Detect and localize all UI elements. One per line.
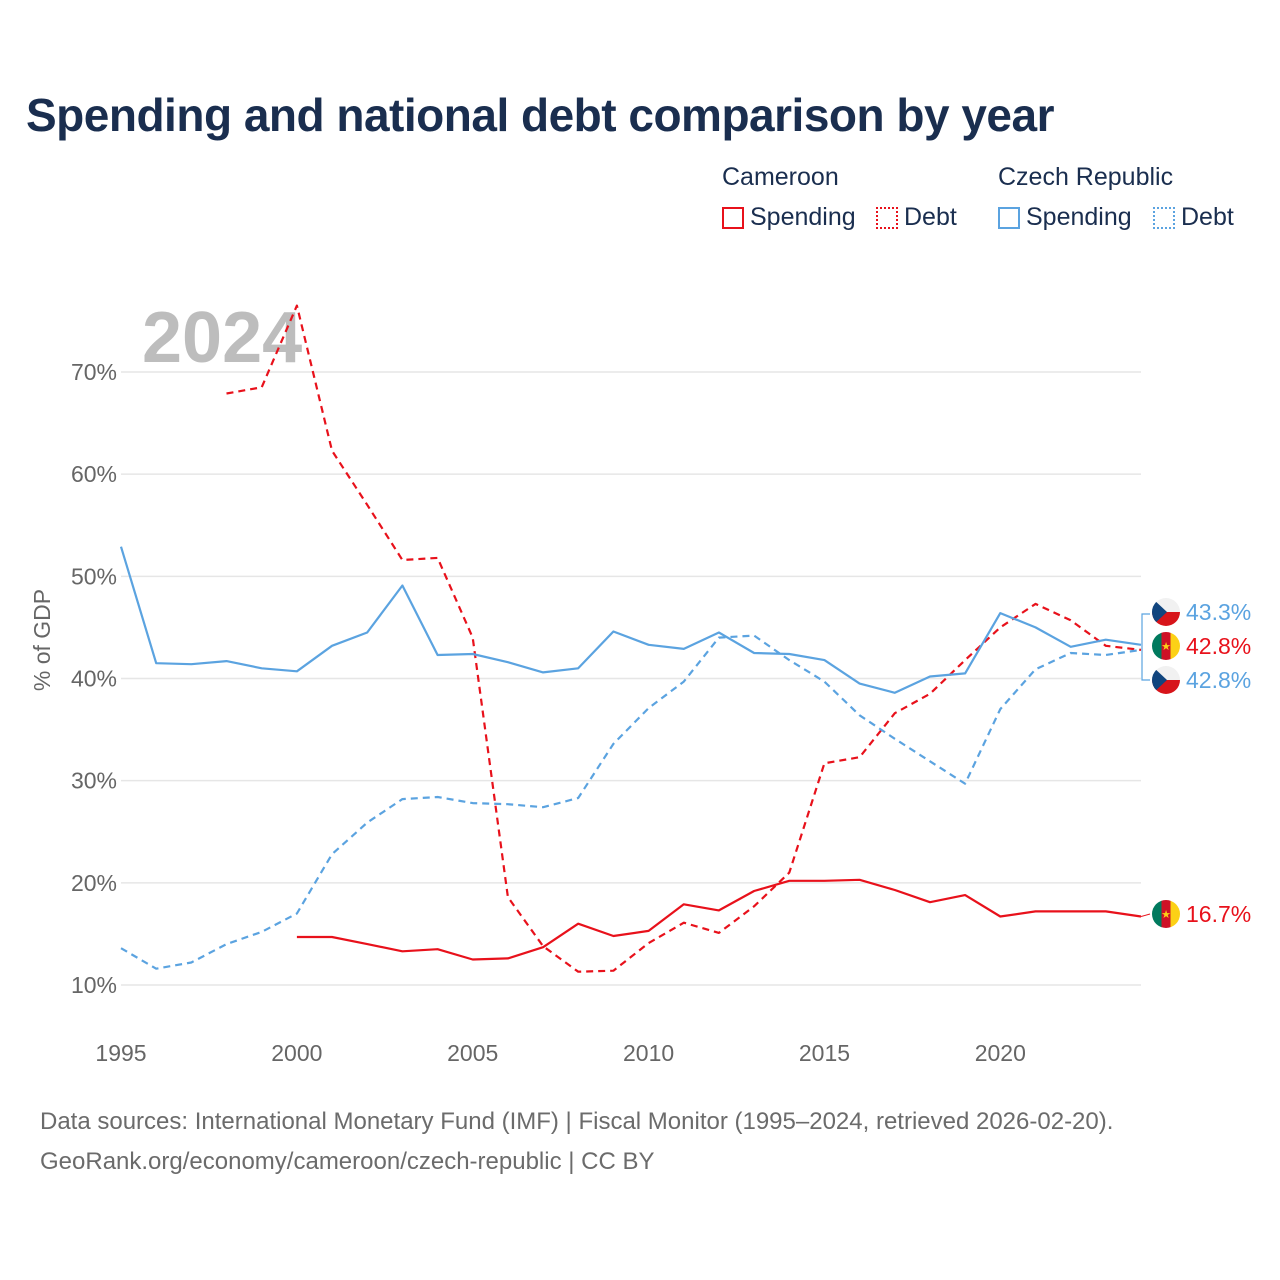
legend-czech-spending[interactable]: Spending bbox=[998, 203, 1132, 232]
x-tick-label: 2015 bbox=[799, 1040, 850, 1066]
chart-title: Spending and national debt comparison by… bbox=[26, 89, 1055, 141]
czech-republic-spending-line[interactable] bbox=[119, 546, 1142, 694]
legend-cameroon-heading: Cameroon bbox=[722, 163, 839, 191]
legend-cameroon-spending[interactable]: Spending bbox=[722, 203, 856, 232]
label-bracket bbox=[1141, 613, 1150, 681]
y-axis-title: % of GDP bbox=[29, 589, 55, 691]
legend-label: Debt bbox=[1181, 203, 1234, 231]
end-value-label: 16.7% bbox=[1186, 901, 1251, 927]
legend-dotted-swatch-icon bbox=[876, 206, 898, 229]
czech-flag-icon bbox=[1152, 598, 1180, 626]
x-tick-label: 2020 bbox=[975, 1040, 1026, 1066]
y-tick-label: 30% bbox=[71, 768, 117, 794]
year-watermark: 2024 bbox=[142, 298, 302, 378]
end-value-label: 42.8% bbox=[1186, 667, 1251, 693]
cameroon-debt-line[interactable] bbox=[226, 304, 1142, 973]
y-tick-label: 70% bbox=[71, 359, 117, 385]
legend-label: Spending bbox=[1026, 203, 1132, 231]
y-tick-label: 50% bbox=[71, 563, 117, 589]
y-tick-label: 10% bbox=[71, 972, 117, 998]
cameroon-flag-icon: ★ bbox=[1152, 632, 1180, 660]
end-value-label: 42.8% bbox=[1186, 633, 1251, 659]
legend-label: Debt bbox=[904, 203, 957, 231]
svg-text:★: ★ bbox=[1161, 640, 1171, 653]
legend-czech-debt[interactable]: Debt bbox=[1153, 203, 1234, 232]
series-lines bbox=[119, 304, 1142, 973]
legend-label: Spending bbox=[750, 203, 856, 231]
x-tick-label: 2010 bbox=[623, 1040, 674, 1066]
legend-cameroon-debt[interactable]: Debt bbox=[876, 203, 957, 232]
cameroon-spending-line[interactable] bbox=[296, 878, 1142, 961]
czech-republic-debt-line[interactable] bbox=[120, 634, 1142, 970]
grid-lines bbox=[121, 371, 1141, 986]
y-tick-label: 20% bbox=[71, 870, 117, 896]
x-axis-labels: 1995 2000 2005 2010 2015 2020 bbox=[95, 1040, 1025, 1066]
end-labels: 43.3% ★ 42.8% 42.8% ★ 16.7% bbox=[1140, 598, 1251, 928]
label-connector bbox=[1140, 913, 1151, 918]
cameroon-flag-icon: ★ bbox=[1152, 900, 1180, 928]
legend-dotted-swatch-icon bbox=[1153, 206, 1175, 229]
legend-czech-heading: Czech Republic bbox=[998, 163, 1174, 191]
x-tick-label: 2005 bbox=[447, 1040, 498, 1066]
y-axis-labels: 10% 20% 30% 40% 50% 60% 70% bbox=[71, 359, 117, 998]
czech-flag-icon bbox=[1152, 666, 1180, 694]
footer-url[interactable]: GeoRank.org/economy/cameroon/czech-repub… bbox=[40, 1148, 655, 1175]
svg-text:★: ★ bbox=[1161, 908, 1171, 921]
y-tick-label: 40% bbox=[71, 666, 117, 692]
footer-sources: Data sources: International Monetary Fun… bbox=[40, 1108, 1114, 1135]
y-tick-label: 60% bbox=[71, 461, 117, 487]
x-tick-label: 1995 bbox=[95, 1040, 146, 1066]
x-tick-label: 2000 bbox=[271, 1040, 322, 1066]
end-value-label: 43.3% bbox=[1186, 599, 1251, 625]
legend-solid-swatch-icon bbox=[998, 206, 1020, 229]
legend-solid-swatch-icon bbox=[722, 206, 744, 229]
